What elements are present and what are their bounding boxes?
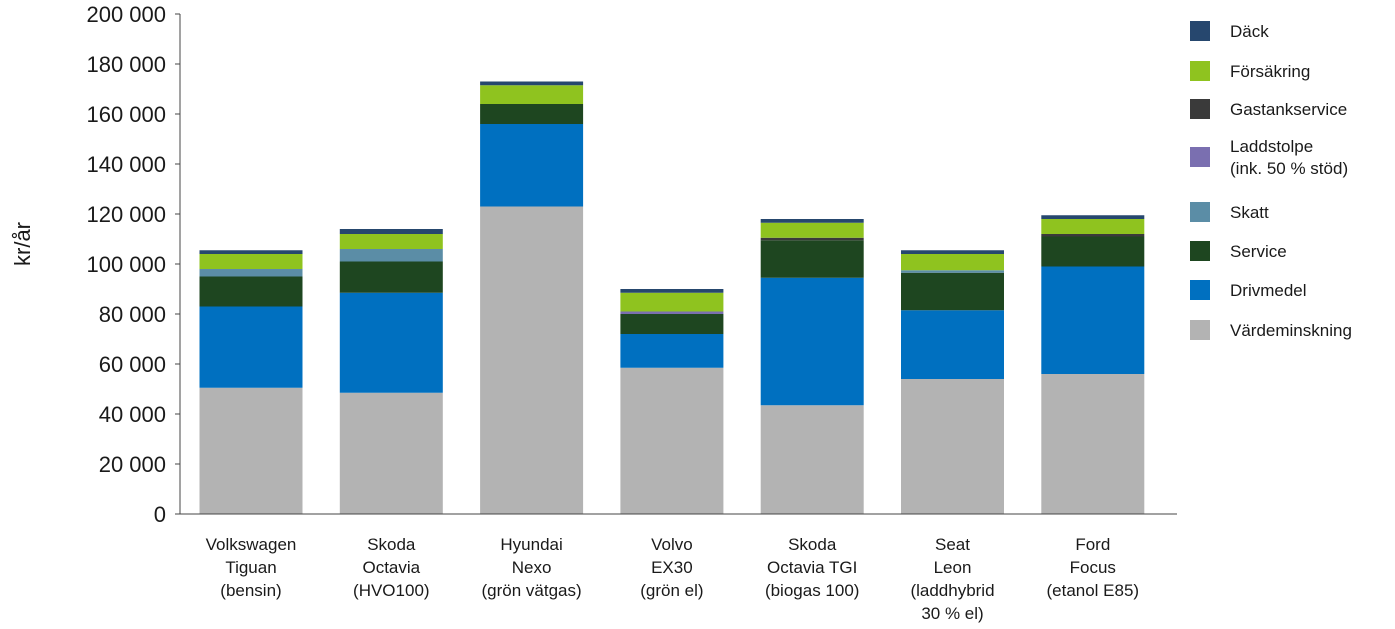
- bar-segment: [480, 104, 584, 124]
- bar-segment: [199, 254, 303, 269]
- legend-label: Värdeminskning: [1230, 321, 1352, 340]
- bar-segment: [901, 379, 1004, 514]
- y-tick-label: 200 000: [86, 2, 166, 27]
- bar-segment: [339, 392, 443, 514]
- y-axis-label: kr/år: [10, 222, 35, 266]
- x-tick-label: Volkswagen Tiguan (bensin): [206, 535, 297, 600]
- legend-swatch: [1190, 147, 1210, 167]
- bar-segment: [1041, 219, 1145, 234]
- bar-segment: [1041, 234, 1145, 237]
- bar-segment: [339, 292, 443, 393]
- legend: Däck Försäkring Gastankservice Laddstolpe (i…: [1190, 21, 1352, 340]
- bar-segment: [1041, 215, 1145, 219]
- bar-segment: [901, 254, 1004, 271]
- bar-segment: [760, 237, 864, 241]
- legend-swatch: [1190, 99, 1210, 119]
- x-tick-label: Volvo EX30 (grön el): [640, 535, 703, 600]
- legend-label: Laddstolpe (ink. 50 % stöd): [1230, 137, 1348, 178]
- bar-segment: [901, 310, 1004, 379]
- bar-segment: [760, 219, 864, 223]
- legend-swatch: [1190, 61, 1210, 81]
- bar-segment: [339, 249, 443, 262]
- bar-segment: [199, 387, 303, 514]
- bar-segment: [1041, 374, 1145, 514]
- legend-swatch: [1190, 241, 1210, 261]
- bar-segment: [901, 270, 1004, 273]
- y-tick-label: 20 000: [99, 452, 166, 477]
- bar-segment: [901, 250, 1004, 254]
- bar-segment: [480, 124, 584, 207]
- y-tick-label: 160 000: [86, 102, 166, 127]
- y-tick-label: 120 000: [86, 202, 166, 227]
- bar-segment: [760, 240, 864, 278]
- y-tick-label: 80 000: [99, 302, 166, 327]
- legend-swatch: [1190, 21, 1210, 41]
- bar-segment: [620, 334, 724, 368]
- bar-segment: [760, 277, 864, 406]
- legend-label: Drivmedel: [1230, 281, 1307, 300]
- bar-segment: [199, 269, 303, 277]
- bar-segment: [620, 292, 724, 312]
- bar-segment: [901, 272, 1004, 311]
- bar-segment: [620, 314, 724, 334]
- y-tick-label: 100 000: [86, 252, 166, 277]
- x-tick-label: Hyundai Nexo (grön vätgas): [482, 535, 582, 600]
- bar-segment: [620, 311, 724, 314]
- x-tick-label: Seat Leon (laddhybrid 30 % el): [910, 535, 994, 623]
- bar-segment: [620, 367, 724, 514]
- bar-segment: [480, 85, 584, 104]
- bar-segment: [339, 261, 443, 293]
- bar-segment: [480, 206, 584, 514]
- bar-segment: [199, 276, 303, 307]
- legend-swatch: [1190, 202, 1210, 222]
- bar-segment: [1041, 266, 1145, 374]
- y-axis: 0 20 000 40 000 60 000 80 000 100 000 120 000 1…: [86, 2, 181, 527]
- y-tick-label: 60 000: [99, 352, 166, 377]
- bar-segment: [620, 289, 724, 293]
- bar-segment: [1041, 236, 1145, 267]
- y-tick-label: 0: [154, 502, 166, 527]
- y-tick-label: 40 000: [99, 402, 166, 427]
- legend-swatch: [1190, 280, 1210, 300]
- bar-segment: [339, 229, 443, 234]
- legend-label: Gastankservice: [1230, 100, 1347, 119]
- legend-label: Service: [1230, 242, 1287, 261]
- legend-label: Försäkring: [1230, 62, 1310, 81]
- legend-swatch: [1190, 320, 1210, 340]
- x-axis: Volkswagen Tiguan (bensin) Skoda Octavia (HVO…: [180, 513, 1177, 623]
- legend-label: Skatt: [1230, 203, 1269, 222]
- legend-label: Däck: [1230, 22, 1269, 41]
- bar-segment: [480, 81, 584, 86]
- x-tick-label: Skoda Octavia (HVO100): [353, 535, 430, 600]
- y-tick-label: 140 000: [86, 152, 166, 177]
- bars: [199, 81, 1145, 514]
- bar-segment: [199, 306, 303, 388]
- x-tick-label: Skoda Octavia TGI (biogas 100): [765, 535, 860, 600]
- bar-segment: [760, 222, 864, 238]
- bar-segment: [760, 405, 864, 514]
- bar-segment: [199, 250, 303, 254]
- bar-segment: [339, 234, 443, 249]
- y-tick-label: 180 000: [86, 52, 166, 77]
- x-tick-label: Ford Focus (etanol E85): [1046, 535, 1139, 600]
